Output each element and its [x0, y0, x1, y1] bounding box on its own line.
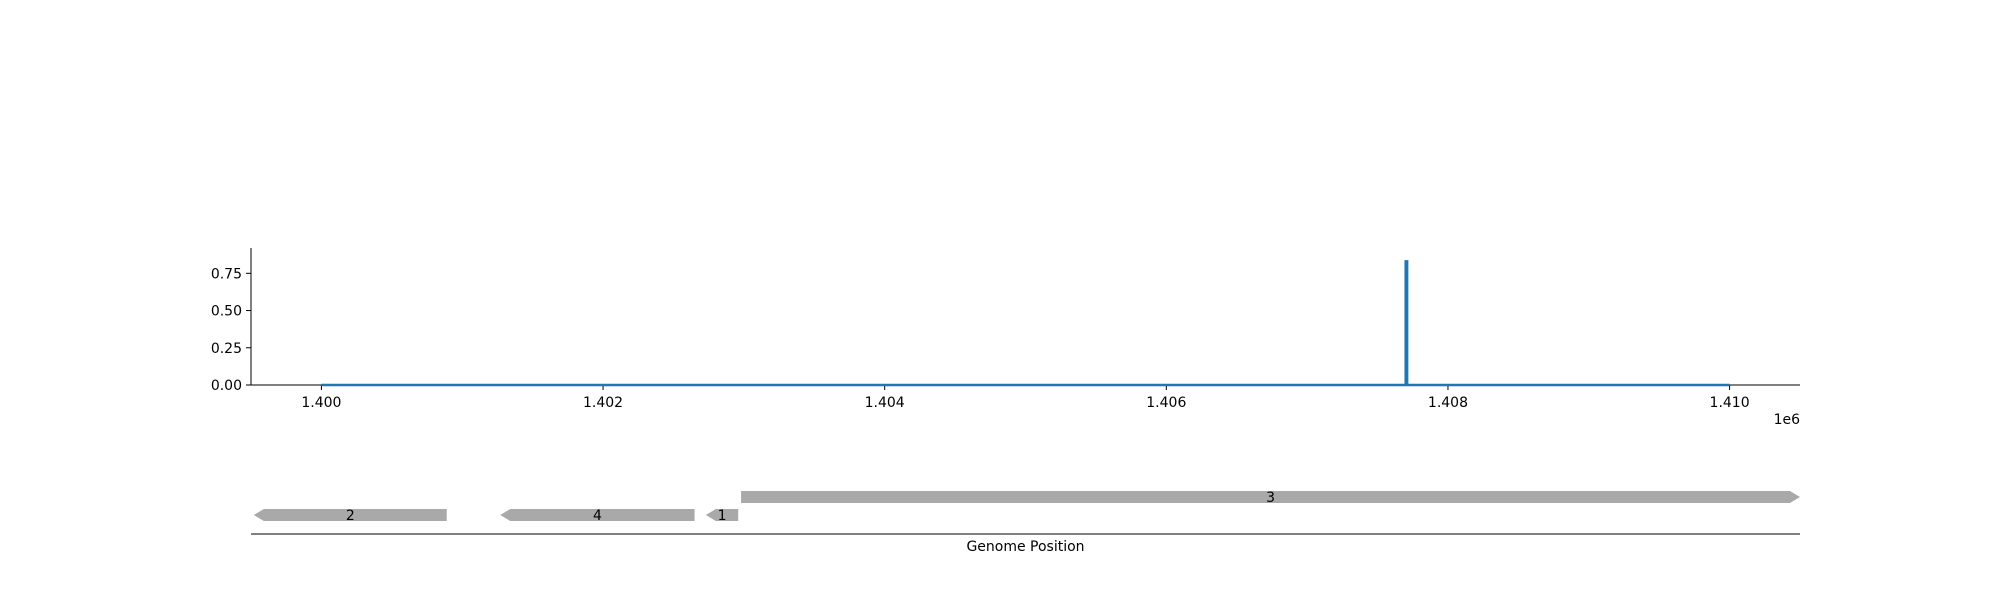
- gene-arrows: 2 4 1 3: [253, 490, 1800, 524]
- x-ticks: 1.400 1.402 1.404 1.406 1.408 1.410: [301, 385, 1750, 411]
- gene-label: 1: [718, 508, 727, 524]
- coverage-panel: 0.000.250.500.75 1.400 1.402 1.404 1.406 1.4…: [211, 248, 1800, 428]
- y-tick-label: 0.50: [211, 304, 242, 320]
- x-axis-offset-label: 1e6: [1774, 412, 1801, 428]
- gene-arrow: [741, 491, 1800, 503]
- coverage-series-line: [321, 260, 1730, 387]
- y-ticks: 0.00 0.25 0.50 0.75: [211, 266, 251, 394]
- x-tick-label: 1.408: [1428, 395, 1468, 411]
- x-tick-label: 1.402: [583, 395, 623, 411]
- y-tick-label: 0.00: [211, 378, 242, 394]
- x-tick-label: 1.404: [865, 395, 905, 411]
- x-tick-label: 1.400: [301, 395, 341, 411]
- y-tick-label: 0.75: [211, 266, 242, 282]
- x-tick-label: 1.406: [1146, 395, 1186, 411]
- gene-track-panel: 2 4 1 3 Genome Position: [251, 490, 1800, 555]
- gene-label: 4: [593, 508, 602, 524]
- gene-label: 2: [346, 508, 355, 524]
- gene-arrow: [705, 509, 739, 521]
- x-axis-title: Genome Position: [966, 539, 1084, 555]
- y-tick-label: 0.25: [211, 341, 242, 357]
- x-tick-label: 1.410: [1710, 395, 1750, 411]
- gene-label: 3: [1266, 490, 1275, 506]
- gene-arrow: [253, 509, 447, 521]
- gene-arrow: [500, 509, 695, 521]
